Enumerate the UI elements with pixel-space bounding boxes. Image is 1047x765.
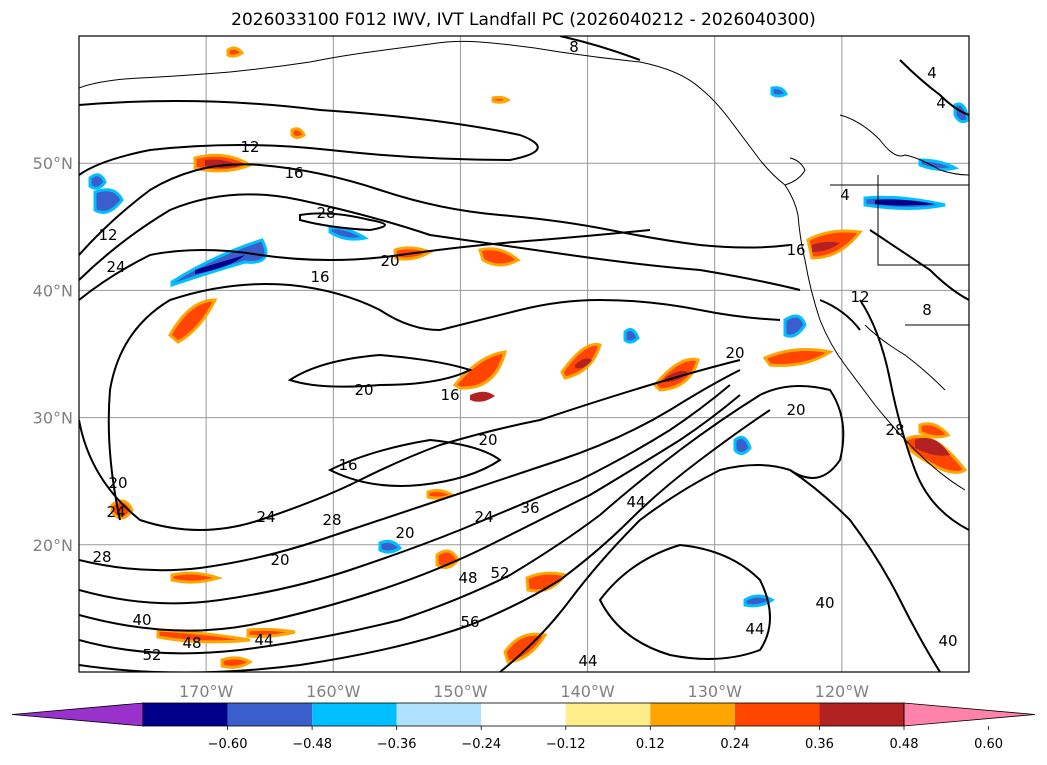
colorbar-bin xyxy=(143,703,228,726)
contour-label: 48 xyxy=(182,634,201,652)
lon-labels: 170°W 160°W 150°W 140°W 130°W 120°W xyxy=(179,682,869,701)
contour-label: 28 xyxy=(92,548,111,566)
lat-label: 50°N xyxy=(33,154,73,173)
contour-label: 28 xyxy=(322,511,341,529)
contour-label: 28 xyxy=(316,204,335,222)
contour-label: 40 xyxy=(132,611,151,629)
contour-label: 20 xyxy=(478,431,497,449)
colorbar-bin xyxy=(565,703,651,726)
contour-label: 44 xyxy=(626,493,645,511)
colorbar-bin xyxy=(396,703,482,726)
colorbar-bin xyxy=(650,703,735,726)
map-frame xyxy=(78,35,970,673)
colorbar-tick-label: 0.36 xyxy=(805,737,834,752)
colorbar-tick-label: −0.60 xyxy=(208,737,248,752)
contour-label: 12 xyxy=(98,226,117,244)
lat-label: 40°N xyxy=(33,281,73,300)
colorbar-tick-label: −0.36 xyxy=(377,737,417,752)
contour-label: 20 xyxy=(786,401,805,419)
lon-label: 120°W xyxy=(815,682,870,701)
coastlines xyxy=(79,40,969,491)
contour-label: 12 xyxy=(850,288,869,306)
contour-label: 44 xyxy=(745,620,764,638)
contour-label: 4 xyxy=(927,64,937,82)
colorbar-tick-label: −0.48 xyxy=(292,737,332,752)
contour-label: 56 xyxy=(460,613,479,631)
contour-label: 20 xyxy=(270,551,289,569)
contour-label: 20 xyxy=(380,252,399,270)
colorbar-tick-label: −0.12 xyxy=(546,737,586,752)
contour-label: 20 xyxy=(354,381,373,399)
contour-label: 8 xyxy=(569,38,579,56)
colorbar-bin xyxy=(734,703,820,726)
colorbar-bin xyxy=(227,703,313,726)
contour-label: 12 xyxy=(240,138,259,156)
colorbar-bin xyxy=(312,703,397,726)
contour-label: 24 xyxy=(106,503,125,521)
colorbar-frame xyxy=(142,702,905,727)
contour-label: 4 xyxy=(936,94,946,112)
map-title: 2026033100 F012 IWV, IVT Landfall PC (20… xyxy=(231,10,816,30)
contour-label: 24 xyxy=(256,508,275,526)
lon-label: 170°W xyxy=(179,682,234,701)
contour-label: 16 xyxy=(786,241,805,259)
contour-label: 16 xyxy=(440,386,459,404)
lat-label: 30°N xyxy=(33,409,73,428)
contour-label: 24 xyxy=(106,258,125,276)
contour-label: 16 xyxy=(338,456,357,474)
lat-label: 20°N xyxy=(33,536,73,555)
contour-label: 44 xyxy=(578,652,597,670)
contour-label: 48 xyxy=(458,569,477,587)
contour-label: 20 xyxy=(395,524,414,542)
contour-label: 20 xyxy=(108,474,127,492)
contour-label: 40 xyxy=(938,632,957,650)
contour-label: 52 xyxy=(490,564,509,582)
colorbar-bin xyxy=(481,703,566,726)
colorbar-extend-min xyxy=(11,702,144,727)
contour-label: 20 xyxy=(725,344,744,362)
colorbar-tick-label: −0.24 xyxy=(461,737,501,752)
lon-label: 130°W xyxy=(688,682,743,701)
iwv-contours xyxy=(79,36,969,672)
contour-label: 16 xyxy=(310,268,329,286)
colorbar-bin xyxy=(819,703,904,726)
colorbar-tick-label: 0.12 xyxy=(636,737,665,752)
contour-label: 40 xyxy=(815,594,834,612)
gridlines xyxy=(79,36,969,672)
lon-label: 140°W xyxy=(560,682,615,701)
contour-label: 16 xyxy=(284,164,303,182)
colorbar-ticks: −0.60 −0.48 −0.36 −0.24 −0.12 0.12 0.24 0.36 0.4… xyxy=(208,726,1003,752)
contour-label: 44 xyxy=(254,631,273,649)
anomaly-patches xyxy=(88,46,969,669)
colorbar-tick-label: 0.60 xyxy=(974,737,1003,752)
colorbar xyxy=(11,702,1036,727)
lon-label: 150°W xyxy=(433,682,488,701)
contour-label: 4 xyxy=(840,186,850,204)
contour-label: 24 xyxy=(474,508,493,526)
colorbar-tick-label: 0.24 xyxy=(720,737,749,752)
contour-label: 28 xyxy=(885,421,904,439)
colorbar-extend-max xyxy=(903,702,1036,727)
colorbar-tick-label: 0.48 xyxy=(890,737,919,752)
lon-label: 160°W xyxy=(306,682,361,701)
contour-label: 52 xyxy=(142,646,161,664)
contour-label: 8 xyxy=(922,301,932,319)
contour-label: 36 xyxy=(520,499,539,517)
lat-labels: 50°N 40°N 30°N 20°N xyxy=(33,154,73,555)
